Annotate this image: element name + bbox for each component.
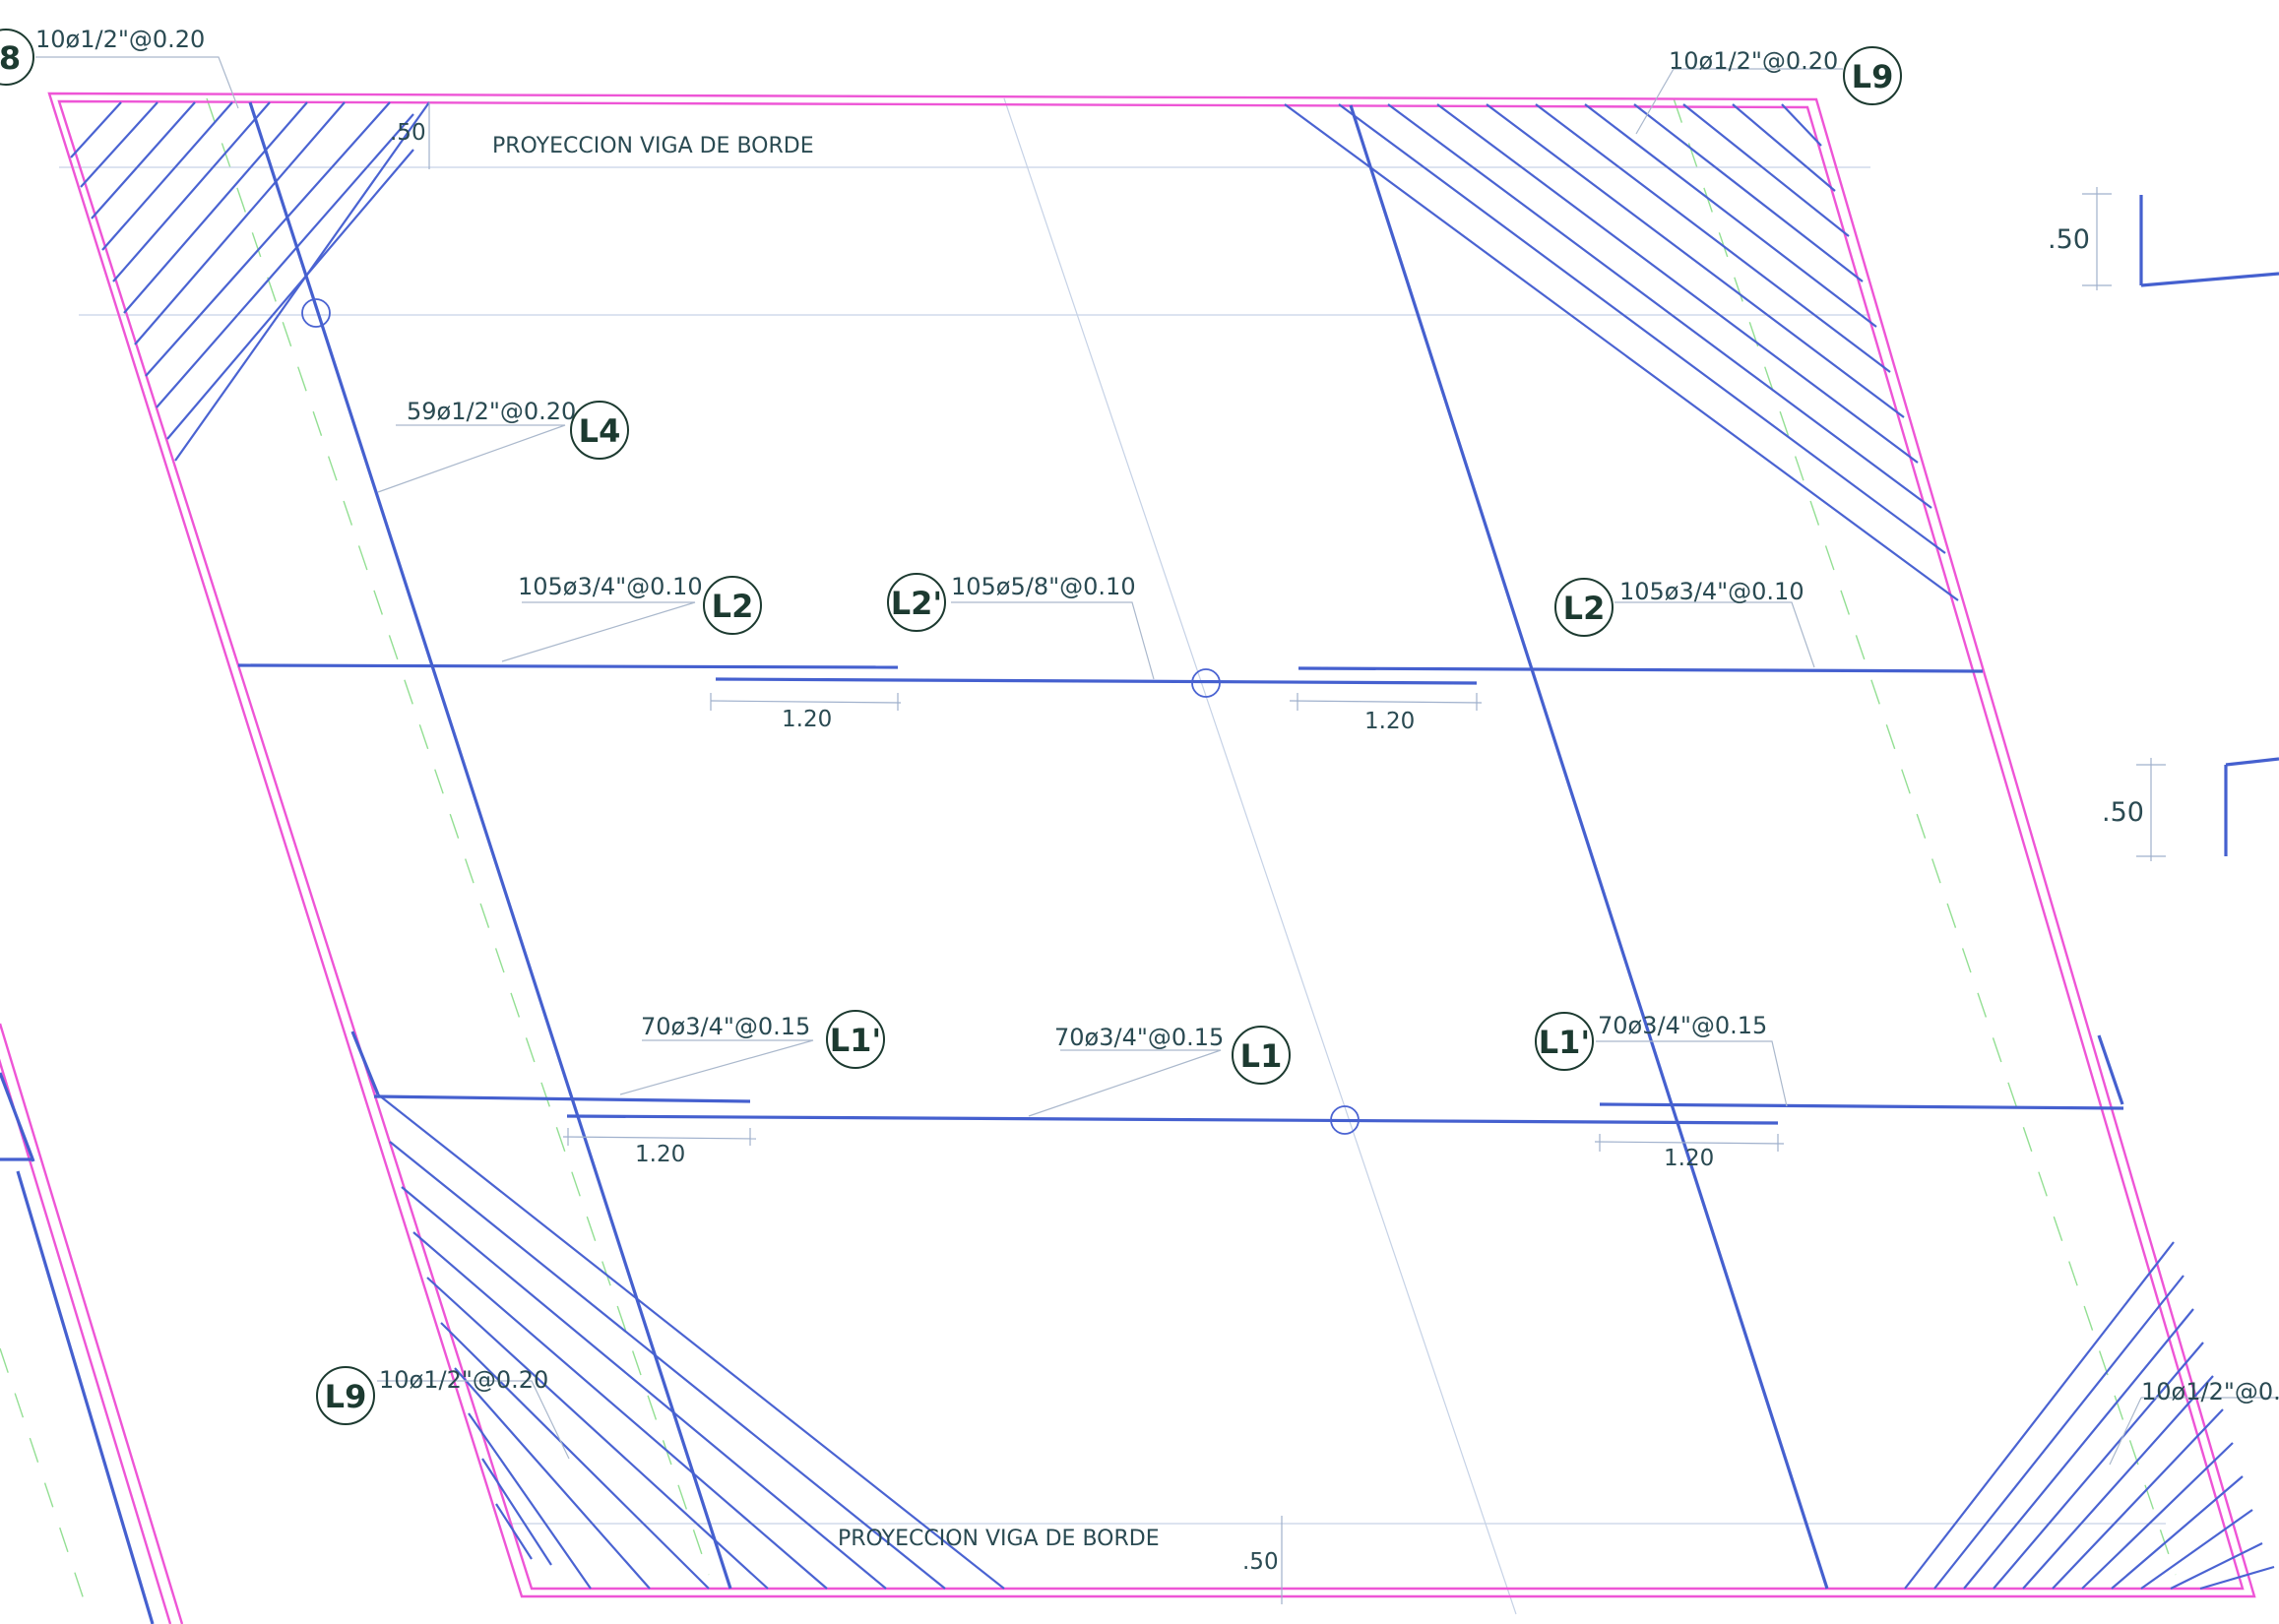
label-bottom-left-bar: 10ø1/2"@0.20 <box>379 1366 548 1394</box>
label-l2-right-bar: 105ø3/4"@0.10 <box>1619 578 1804 605</box>
tag-l1-prime-left: L1' <box>826 1010 885 1069</box>
svg-text:L1': L1' <box>1539 1024 1590 1061</box>
label-bottom-right-bar: 10ø1/2"@0. <box>2141 1378 2279 1405</box>
leader-lines <box>35 56 2279 1466</box>
dim-side-upper: .50 <box>2048 224 2090 255</box>
rebar-lines <box>0 101 2279 1624</box>
svg-text:L4: L4 <box>579 412 621 450</box>
label-l2p-bar: 105ø5/8"@0.10 <box>951 573 1136 600</box>
dim-lap-l1-left: 1.20 <box>635 1142 685 1167</box>
dim-lap-l2-right: 1.20 <box>1364 709 1415 734</box>
label-l1-bar: 70ø3/4"@0.15 <box>1054 1024 1224 1051</box>
tag-l1: L1 <box>1232 1026 1291 1085</box>
label-edge-beam-top: PROYECCION VIGA DE BORDE <box>492 134 814 158</box>
hatch-top-left <box>70 101 430 462</box>
svg-text:L1': L1' <box>830 1022 881 1059</box>
label-top-left-bar: 10ø1/2"@0.20 <box>35 26 205 53</box>
tag-l8: 8 <box>0 29 34 86</box>
dim-side-lower: .50 <box>2102 797 2144 828</box>
tag-l4: L4 <box>570 401 629 460</box>
dim-edge-top: .50 <box>390 120 426 146</box>
label-l2-left-bar: 105ø3/4"@0.10 <box>518 573 703 600</box>
svg-text:L1: L1 <box>1240 1037 1283 1075</box>
axis-lines <box>0 97 2177 1615</box>
dim-lap-l1-right: 1.20 <box>1664 1146 1714 1171</box>
tag-l9-top: L9 <box>1843 46 1902 105</box>
tag-bubbles: 8 L9 L4 L2 L2' L2 L1' L1 <box>0 29 1902 1425</box>
dimension-labels: 1.20 1.20 1.20 1.20 .50 .50 .50 .50 <box>390 120 2144 1575</box>
dimension-lines <box>428 102 2166 1604</box>
label-l4-bar: 59ø1/2"@0.20 <box>407 398 576 425</box>
svg-text:L2: L2 <box>1563 590 1606 627</box>
tag-l2-left: L2 <box>703 576 762 635</box>
svg-text:L2: L2 <box>712 588 754 625</box>
label-edge-beam-bottom: PROYECCION VIGA DE BORDE <box>838 1527 1160 1551</box>
svg-text:L9: L9 <box>1852 58 1894 95</box>
label-l1p-right-bar: 70ø3/4"@0.15 <box>1598 1012 1767 1039</box>
hatch-top-right <box>1284 103 1959 601</box>
dim-edge-bottom: .50 <box>1242 1549 1279 1575</box>
tag-l2-prime: L2' <box>887 573 946 632</box>
slab-outline <box>0 92 2256 1624</box>
dim-lap-l2-left: 1.20 <box>782 707 832 732</box>
node-markers <box>301 298 1360 1135</box>
svg-text:L2': L2' <box>891 585 942 622</box>
svg-text:8: 8 <box>0 39 21 77</box>
hatch-bottom-right <box>1904 1241 2275 1591</box>
tag-l1-prime-right: L1' <box>1535 1012 1594 1071</box>
construction-lines <box>59 97 2166 1615</box>
label-top-right-bar: 10ø1/2"@0.20 <box>1669 47 1838 75</box>
hatch-bottom-left <box>377 1093 1005 1590</box>
tag-l9-bottom: L9 <box>316 1366 375 1425</box>
svg-text:L9: L9 <box>325 1378 367 1415</box>
tag-l2-right: L2 <box>1554 578 1614 637</box>
label-l1p-left-bar: 70ø3/4"@0.15 <box>641 1013 810 1040</box>
rebar-labels: 10ø1/2"@0.20 10ø1/2"@0.20 59ø1/2"@0.20 1… <box>35 26 2279 1551</box>
